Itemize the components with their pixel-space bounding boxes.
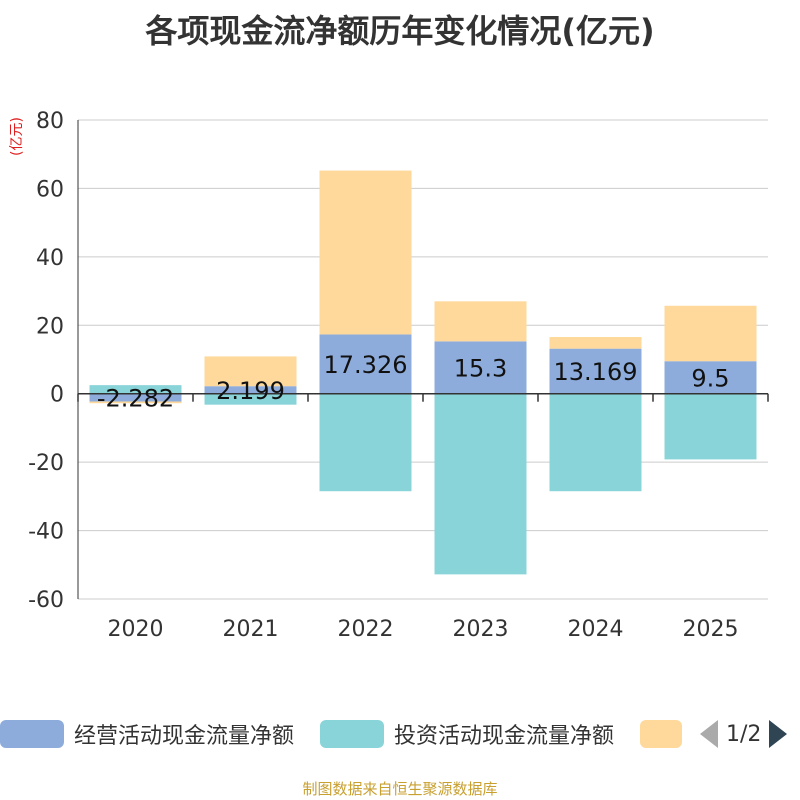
legend-item-operating[interactable]: 经营活动现金流量净额 <box>0 720 295 749</box>
legend-item-financing[interactable] <box>640 720 682 748</box>
bar-operating <box>664 361 757 394</box>
x-tick-label: 2023 <box>453 617 509 642</box>
data-label-operating: 2.199 <box>216 377 285 405</box>
legend-label-investing: 投资活动现金流量净额 <box>394 724 615 749</box>
legend-swatch-investing <box>320 720 384 748</box>
bar-investing <box>89 385 182 394</box>
bar-operating <box>89 393 182 402</box>
bar-financing <box>89 401 182 404</box>
x-tick-label: 2025 <box>683 617 739 642</box>
y-tick-label: 40 <box>36 246 64 271</box>
bar-operating <box>549 348 642 394</box>
legend-next-icon[interactable] <box>769 720 788 748</box>
legend-label-operating: 经营活动现金流量净额 <box>74 724 295 749</box>
bar-investing <box>319 393 412 492</box>
legend-pager: 1/2 <box>700 720 788 748</box>
bar-investing <box>664 393 757 460</box>
data-label-operating: -2.282 <box>97 385 174 413</box>
bar-investing <box>434 393 527 575</box>
data-source-note: 制图数据来自恒生聚源数据库 <box>302 780 498 798</box>
legend-swatch-financing <box>640 720 682 748</box>
bar-chart: 80 60 40 20 0 -20 -40 -60 -2.282 2.199 17.326 15.3 1… <box>28 109 769 642</box>
x-tick-label: 2021 <box>223 617 279 642</box>
bar-investing <box>549 393 642 492</box>
bar-financing <box>434 301 527 342</box>
bar-operating <box>204 386 297 394</box>
y-tick-label: -40 <box>28 520 64 545</box>
y-tick-label: -20 <box>28 451 64 476</box>
data-label-operating: 15.3 <box>454 355 507 383</box>
y-tick-label: 60 <box>36 177 64 202</box>
data-label-operating: 13.169 <box>554 358 638 386</box>
bar-operating <box>434 341 527 394</box>
bar-financing <box>204 356 297 387</box>
y-tick-label: 0 <box>50 383 64 408</box>
x-tick-label: 2022 <box>338 617 394 642</box>
y-tick-label: 20 <box>36 314 64 339</box>
legend-swatch-operating <box>0 720 64 748</box>
y-tick-label: 80 <box>36 109 64 134</box>
bar-financing <box>319 170 412 335</box>
data-label-operating: 17.326 <box>324 351 408 379</box>
y-tick-label: -60 <box>28 588 64 613</box>
x-tick-label: 2020 <box>108 617 164 642</box>
legend-item-investing[interactable]: 投资活动现金流量净额 <box>320 720 615 749</box>
bar-financing <box>549 337 642 349</box>
legend-prev-icon[interactable] <box>700 720 718 748</box>
chart-title: 各项现金流净额历年变化情况(亿元) <box>145 12 655 50</box>
bar-financing <box>664 305 757 362</box>
bar-investing <box>204 393 297 405</box>
legend: 经营活动现金流量净额 投资活动现金流量净额 1/2 <box>0 712 800 756</box>
legend-page-indicator: 1/2 <box>726 721 762 747</box>
x-tick-label: 2024 <box>568 617 624 642</box>
data-label-operating: 9.5 <box>691 364 729 392</box>
bar-operating <box>319 334 412 394</box>
